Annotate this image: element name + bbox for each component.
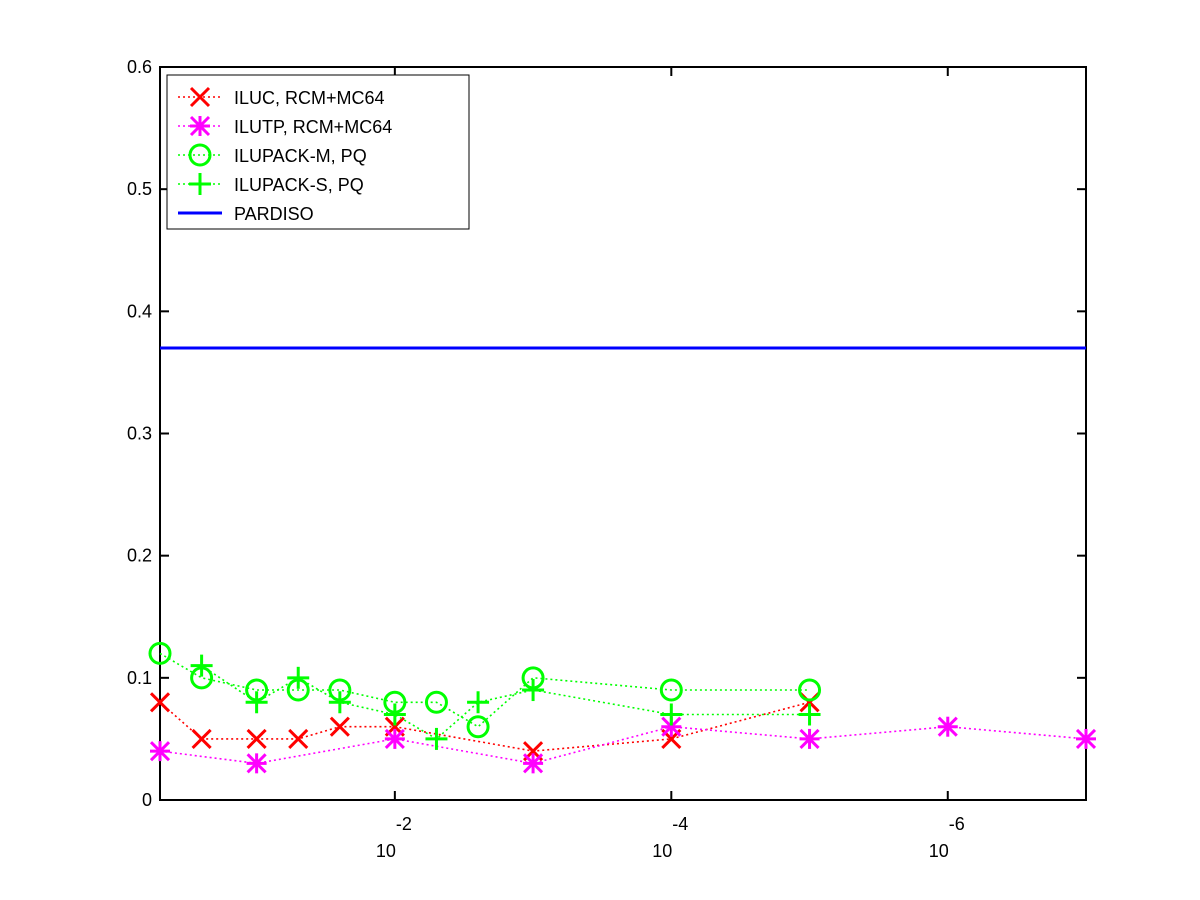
x-tick-label-base: 10 [652, 841, 672, 861]
data-point [245, 691, 268, 714]
data-point [659, 678, 683, 702]
legend-label: ILUC, RCM+MC64 [234, 88, 385, 108]
data-point [424, 690, 448, 714]
data-point [188, 143, 212, 167]
axis-ticks [160, 66, 1086, 801]
data-point [189, 173, 211, 195]
legend-box [166, 74, 470, 230]
data-point [246, 753, 267, 774]
data-point [798, 678, 822, 702]
series-3 [190, 654, 821, 750]
data-point [246, 728, 267, 749]
data-point [149, 741, 171, 762]
data-point [191, 728, 212, 749]
y-tick-labels: 0 0.1 0.2 0.3 0.4 0.5 0.6 [127, 57, 152, 810]
y-tick-label: 0.2 [127, 546, 152, 566]
data-point [189, 115, 211, 137]
legend: ILUC, RCM+MC64 ILUTP, RCM+MC64 ILUPACK-M, … [166, 74, 470, 230]
data-point [425, 727, 448, 750]
legend-label: ILUPACK-S, PQ [234, 175, 364, 195]
data-point [467, 691, 490, 714]
x-tick-labels: 10-210-410-6 [376, 814, 965, 861]
legend-item: ILUPACK-S, PQ [178, 173, 364, 195]
series-line [159, 725, 1087, 765]
series-layer [148, 346, 1097, 774]
series-1 [149, 716, 1097, 774]
legend-label: PARDISO [234, 204, 314, 224]
data-point [660, 703, 683, 726]
data-point [149, 692, 171, 713]
data-point [287, 666, 310, 689]
series-line [159, 652, 810, 728]
data-point [148, 641, 172, 665]
data-point [798, 703, 821, 726]
y-tick-label: 0.5 [127, 179, 152, 199]
data-point [466, 715, 490, 739]
x-tick-label-exponent: -4 [672, 814, 688, 834]
data-point [523, 753, 544, 774]
y-tick-label: 0.6 [127, 57, 152, 77]
y-tick-label: 0.4 [127, 301, 152, 321]
data-point [329, 716, 350, 737]
data-point [189, 86, 211, 108]
data-point [1075, 728, 1097, 749]
data-point [522, 679, 545, 702]
legend-item: ILUC, RCM+MC64 [178, 86, 385, 108]
data-point [937, 716, 958, 737]
x-tick-label-exponent: -2 [396, 814, 412, 834]
x-tick-label-exponent: -6 [949, 814, 965, 834]
y-tick-label: 0.3 [127, 424, 152, 444]
data-point [288, 728, 309, 749]
data-point [384, 728, 405, 749]
data-point [328, 691, 351, 714]
series-line [201, 664, 810, 740]
legend-item: ILUPACK-M, PQ [178, 143, 367, 167]
legend-item: PARDISO [178, 204, 314, 224]
x-tick-label-base: 10 [376, 841, 396, 861]
x-tick-label-base: 10 [929, 841, 949, 861]
y-tick-label: 0.1 [127, 668, 152, 688]
legend-label: ILUPACK-M, PQ [234, 146, 367, 166]
legend-item: ILUTP, RCM+MC64 [178, 115, 392, 137]
data-point [799, 728, 820, 749]
data-point [190, 654, 213, 677]
legend-label: ILUTP, RCM+MC64 [234, 117, 392, 137]
y-tick-label: 0 [142, 790, 152, 810]
data-point [383, 703, 406, 726]
